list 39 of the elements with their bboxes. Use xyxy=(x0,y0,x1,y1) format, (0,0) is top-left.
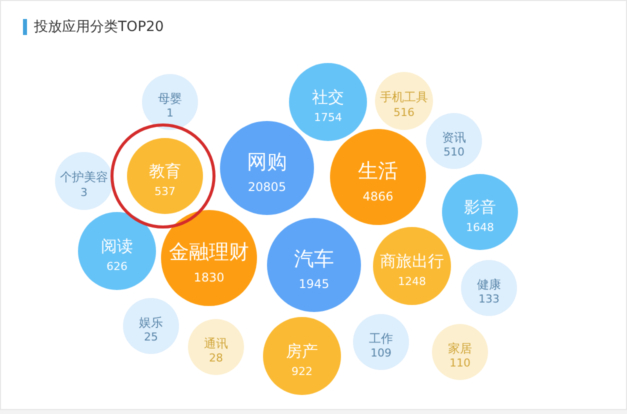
category-label: 金融理财 xyxy=(169,239,249,264)
data-label: 4866 xyxy=(362,189,394,204)
data-label: 922 xyxy=(292,365,312,378)
data-label: 516 xyxy=(394,106,414,120)
category-label: 网购 xyxy=(247,150,287,174)
text: 投放应用分类TOP20 xyxy=(34,18,164,36)
data-label: 1945 xyxy=(298,276,330,291)
category-label: 工作 xyxy=(369,331,393,346)
category-label: 手机工具 xyxy=(380,90,428,104)
data-label: 1 xyxy=(166,106,174,120)
data-label: 1830 xyxy=(194,270,224,284)
category-label: 社交 xyxy=(312,87,344,106)
data-label: 133 xyxy=(478,292,500,306)
category-label: 商旅出行 xyxy=(380,251,444,270)
category-label: 家居 xyxy=(448,341,472,356)
data-label: 20805 xyxy=(248,180,286,194)
data-label: 1248 xyxy=(398,275,426,288)
data-label: 28 xyxy=(209,352,223,365)
category-label: 生活 xyxy=(358,158,398,182)
category-label: 资讯 xyxy=(442,130,466,144)
category-label: 房产 xyxy=(286,341,318,360)
category-label: 个护美容 xyxy=(60,170,108,184)
category-label: 影音 xyxy=(464,197,496,216)
category-label: 教育 xyxy=(149,161,181,180)
category-label: 通讯 xyxy=(204,336,228,350)
data-label: 110 xyxy=(450,356,470,370)
data-label: 1754 xyxy=(314,111,342,124)
category-label: 阅读 xyxy=(101,236,133,256)
category-label: 健康 xyxy=(477,277,501,292)
data-label: 510 xyxy=(444,146,464,159)
data-label: 1648 xyxy=(466,220,494,234)
data-label: 3 xyxy=(80,186,88,200)
data-label: 626 xyxy=(106,260,128,274)
category-label: 母婴 xyxy=(158,91,182,106)
category-label: 汽车 xyxy=(294,246,334,271)
category-label: 娱乐 xyxy=(139,315,163,330)
data-label: 25 xyxy=(144,330,158,344)
data-label: 537 xyxy=(154,184,176,198)
data-label: 109 xyxy=(370,346,392,360)
